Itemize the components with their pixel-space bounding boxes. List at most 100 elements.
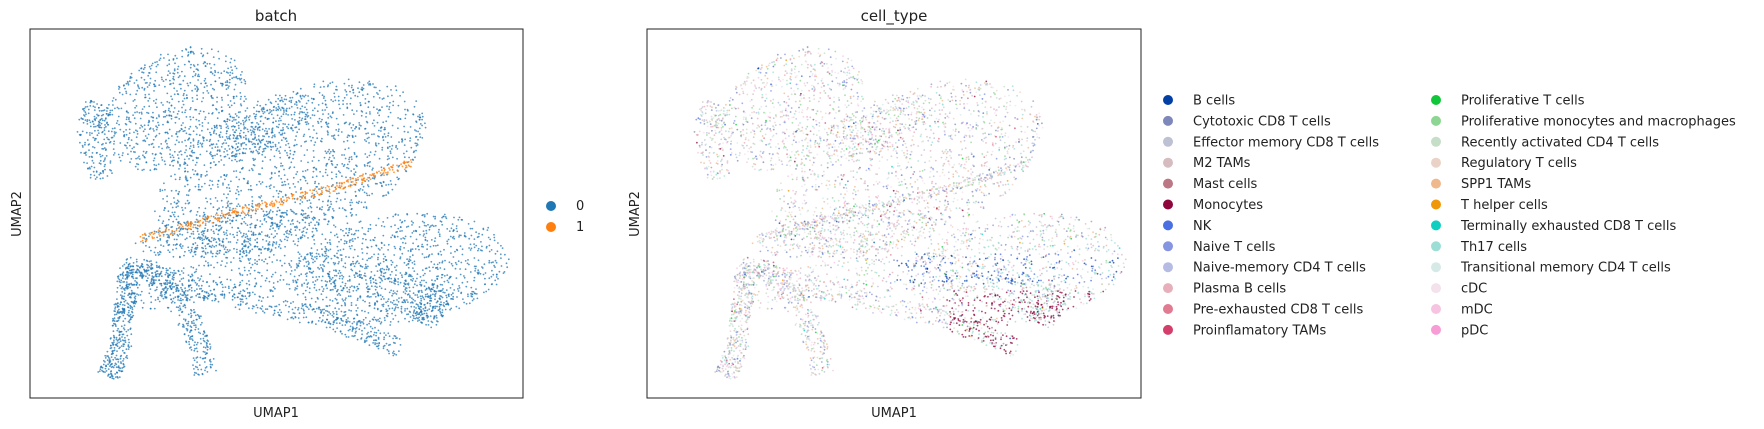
point-batch-0 [214, 164, 217, 167]
point-batch-0 [213, 266, 215, 269]
point-batch-0 [161, 147, 164, 150]
point-batch-0 [333, 234, 336, 237]
point-batch-0 [413, 306, 416, 308]
point-batch-0 [286, 209, 288, 212]
point-batch-0 [85, 113, 87, 116]
point-batch-0 [272, 273, 274, 276]
point-batch-0 [266, 130, 268, 133]
point-batch-0 [354, 171, 357, 174]
point-batch-0 [316, 255, 318, 258]
point-batch-0 [227, 94, 229, 97]
point-batch-0 [416, 273, 419, 275]
point-batch-0 [119, 294, 122, 296]
point-batch-0 [199, 142, 202, 145]
point-batch-0 [396, 304, 399, 306]
point-batch-0 [189, 176, 192, 179]
point-batch-0 [402, 291, 405, 293]
point-batch-0 [443, 280, 446, 283]
point-batch-0 [180, 247, 183, 250]
point-batch-0 [413, 263, 416, 266]
point-batch-0 [361, 252, 364, 254]
point-batch-0 [167, 276, 170, 279]
point-batch-0 [148, 260, 151, 263]
point-batch-0 [452, 292, 454, 295]
point-batch-0 [294, 287, 297, 289]
point-batch-0 [266, 109, 269, 112]
point-batch-0 [205, 352, 208, 354]
point-batch-0 [421, 269, 424, 271]
point-batch-0 [189, 66, 192, 69]
point-batch-0 [338, 261, 340, 263]
point-batch-0 [214, 69, 216, 72]
point-batch-0 [270, 113, 273, 116]
point-batch-0 [151, 152, 154, 155]
point-batch-0 [394, 266, 396, 269]
point-batch-0 [380, 225, 383, 227]
point-batch-0 [148, 84, 151, 86]
point-batch-0 [190, 316, 192, 319]
point-batch-0 [477, 235, 480, 238]
point-batch-0 [412, 221, 414, 224]
point-batch-0 [304, 216, 307, 219]
point-batch-0 [242, 147, 245, 150]
point-batch-0 [266, 234, 269, 237]
point-batch-0 [264, 103, 267, 106]
point-batch-0 [413, 150, 416, 153]
point-batch-0 [378, 89, 381, 92]
point-batch-0 [300, 119, 303, 122]
point-batch-0 [300, 97, 303, 100]
point-batch-0 [248, 118, 251, 121]
point-batch-0 [288, 305, 291, 308]
point-batch-0 [233, 88, 236, 91]
point-batch-0 [186, 179, 189, 182]
point-batch-0 [410, 278, 412, 281]
point-batch-0 [204, 207, 207, 210]
point-batch-0 [423, 285, 426, 287]
point-batch-0 [202, 346, 205, 348]
point-batch-0 [248, 280, 250, 282]
point-batch-0 [240, 129, 242, 132]
point-batch-0 [153, 163, 156, 166]
point-batch-0 [122, 320, 125, 323]
point-batch-0 [124, 267, 127, 270]
point-batch-0 [265, 240, 268, 242]
point-batch-0 [274, 305, 276, 308]
point-batch-0 [133, 305, 136, 308]
point-batch-0 [331, 300, 334, 302]
point-batch-0 [313, 156, 315, 159]
point-batch-0 [279, 156, 282, 159]
point-batch-0 [182, 122, 184, 124]
point-batch-0 [483, 263, 486, 266]
point-batch-0 [298, 116, 301, 119]
point-batch-0 [223, 253, 226, 256]
point-batch-0 [263, 111, 266, 113]
point-batch-0 [303, 111, 305, 114]
point-batch-0 [153, 157, 156, 160]
point-batch-0 [320, 320, 323, 323]
point-batch-0 [96, 176, 98, 179]
point-batch-0 [439, 307, 441, 310]
point-batch-0 [218, 57, 221, 60]
point-batch-0 [195, 343, 198, 346]
point-batch-0 [277, 227, 280, 230]
point-batch-0 [207, 262, 209, 264]
point-batch-0 [350, 156, 353, 158]
point-batch-0 [373, 331, 376, 334]
point-batch-0 [283, 233, 286, 236]
point-batch-0 [196, 94, 198, 97]
point-batch-0 [291, 118, 293, 120]
point-batch-0 [226, 125, 229, 127]
point-batch-0 [332, 209, 335, 212]
point-batch-0 [393, 245, 396, 248]
point-batch-0 [377, 258, 379, 261]
point-batch-0 [83, 161, 85, 164]
point-batch-0 [227, 67, 230, 70]
point-batch-0 [350, 158, 353, 161]
point-batch-0 [418, 290, 421, 292]
point-batch-0 [303, 235, 306, 237]
point-batch-0 [212, 206, 215, 209]
point-batch-0 [217, 50, 220, 53]
point-batch-0 [402, 91, 404, 94]
point-batch-0 [295, 287, 298, 290]
point-batch-0 [208, 184, 211, 187]
